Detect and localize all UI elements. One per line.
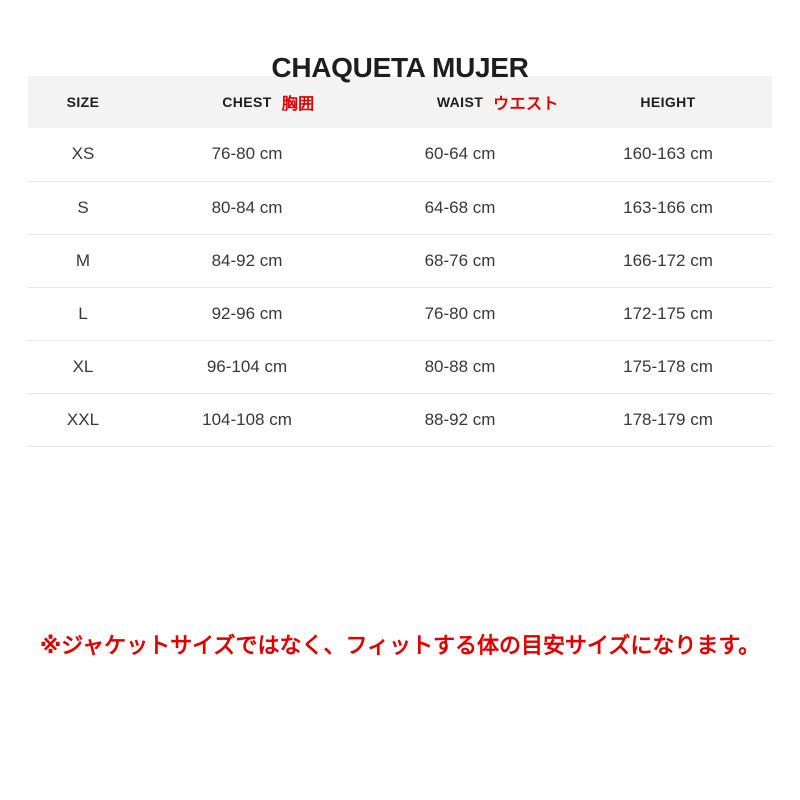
table-body: XS 76-80 cm 60-64 cm 160-163 cm S 80-84 … bbox=[28, 128, 772, 447]
cell-waist: 68-76 cm bbox=[356, 234, 564, 288]
cell-size: L bbox=[28, 287, 138, 341]
cell-waist: 88-92 cm bbox=[356, 393, 564, 447]
column-header-size-label: SIZE bbox=[66, 94, 100, 110]
cell-height: 163-166 cm bbox=[564, 181, 772, 235]
table-header: SIZE CHEST 胸囲 WAIST ウエスト HEIGHT bbox=[28, 76, 772, 128]
cell-size: XL bbox=[28, 340, 138, 394]
cell-chest: 84-92 cm bbox=[138, 234, 356, 288]
cell-waist: 60-64 cm bbox=[356, 128, 564, 182]
size-note: ※ジャケットサイズではなく、フィットする体の目安サイズになります。 bbox=[39, 632, 761, 658]
column-header-waist-jp-annotation: ウエスト bbox=[493, 96, 559, 113]
table-row-m: M 84-92 cm 68-76 cm 166-172 cm bbox=[28, 234, 772, 288]
cell-waist: 80-88 cm bbox=[356, 340, 564, 394]
cell-size: M bbox=[28, 234, 138, 288]
cell-chest: 92-96 cm bbox=[138, 287, 356, 341]
column-header-waist-label: WAIST bbox=[436, 94, 484, 110]
cell-height: 166-172 cm bbox=[564, 234, 772, 288]
table-row-s: S 80-84 cm 64-68 cm 163-166 cm bbox=[28, 181, 772, 235]
cell-chest: 80-84 cm bbox=[138, 181, 356, 235]
cell-chest: 96-104 cm bbox=[138, 340, 356, 394]
cell-height: 178-179 cm bbox=[564, 393, 772, 447]
column-header-height-label: HEIGHT bbox=[640, 94, 696, 110]
cell-waist: 76-80 cm bbox=[356, 287, 564, 341]
column-header-waist: WAIST ウエスト bbox=[356, 76, 564, 128]
cell-waist: 64-68 cm bbox=[356, 181, 564, 235]
cell-size: S bbox=[28, 181, 138, 235]
column-header-chest-label: CHEST bbox=[222, 94, 272, 110]
table-row-xs: XS 76-80 cm 60-64 cm 160-163 cm bbox=[28, 128, 772, 182]
table-row-xl: XL 96-104 cm 80-88 cm 175-178 cm bbox=[28, 340, 772, 394]
column-header-chest-jp-annotation: 胸囲 bbox=[281, 96, 315, 113]
cell-height: 172-175 cm bbox=[564, 287, 772, 341]
column-header-size: SIZE bbox=[28, 76, 138, 128]
column-header-height: HEIGHT bbox=[564, 76, 772, 128]
cell-height: 160-163 cm bbox=[564, 128, 772, 182]
cell-size: XS bbox=[28, 128, 138, 182]
table-row-l: L 92-96 cm 76-80 cm 172-175 cm bbox=[28, 287, 772, 341]
cell-height: 175-178 cm bbox=[564, 340, 772, 394]
table-row-xxl: XXL 104-108 cm 88-92 cm 178-179 cm bbox=[28, 393, 772, 447]
cell-chest: 104-108 cm bbox=[138, 393, 356, 447]
page-title: CHAQUETA MUJER bbox=[271, 52, 529, 83]
cell-size: XXL bbox=[28, 393, 138, 447]
table-header-row: SIZE CHEST 胸囲 WAIST ウエスト HEIGHT bbox=[28, 76, 772, 128]
column-header-chest: CHEST 胸囲 bbox=[138, 76, 356, 128]
cell-chest: 76-80 cm bbox=[138, 128, 356, 182]
size-chart-table: SIZE CHEST 胸囲 WAIST ウエスト HEIGHT XS 76-80 c… bbox=[28, 76, 772, 447]
